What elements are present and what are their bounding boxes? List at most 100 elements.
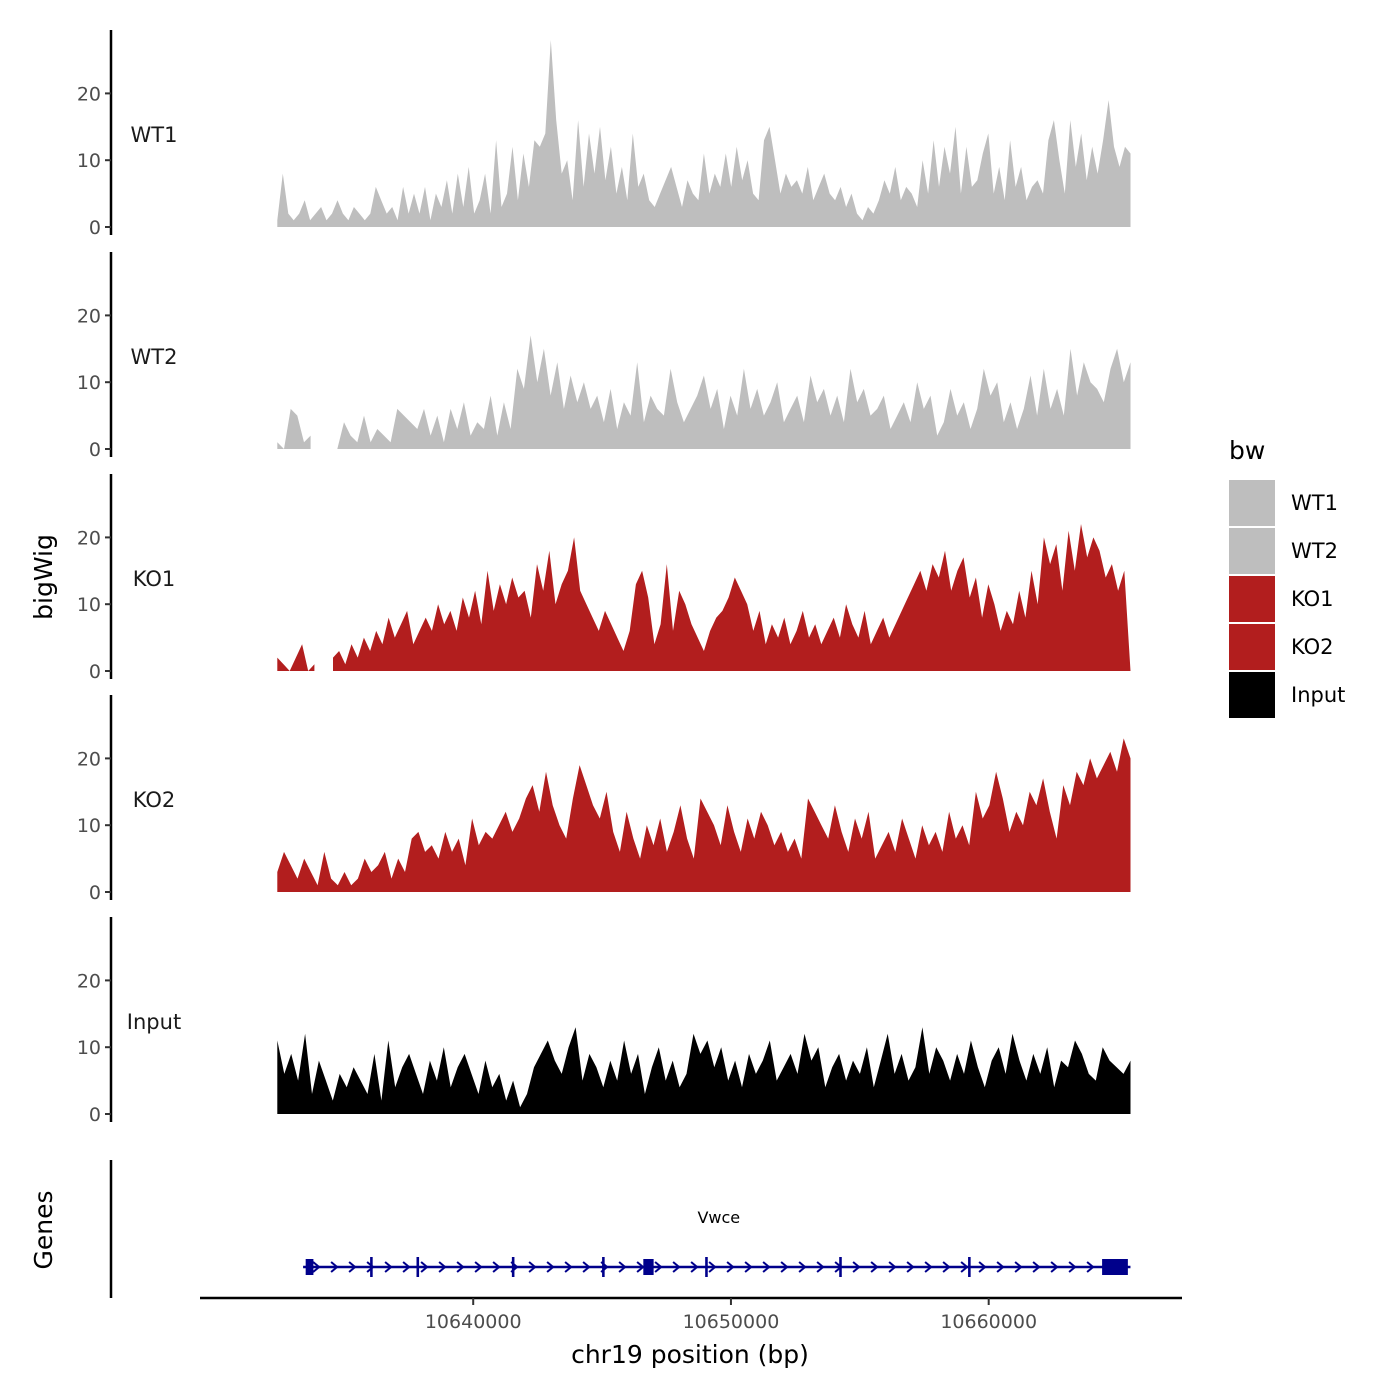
exon-block (1102, 1259, 1128, 1275)
y-tick-label: 20 (77, 83, 101, 105)
strand-arrow (402, 1261, 411, 1273)
y-axis-title: bigWig (29, 534, 58, 620)
strand-arrow (852, 1261, 861, 1273)
y-tick-label: 0 (89, 1104, 101, 1126)
strand-arrow (330, 1261, 339, 1273)
y-tick-label: 20 (77, 305, 101, 327)
strand-arrow (780, 1261, 789, 1273)
strand-arrow (1014, 1261, 1023, 1273)
strand-arrow (456, 1261, 465, 1273)
exon-block (416, 1257, 420, 1277)
legend-title: bw (1229, 436, 1265, 465)
legend-swatch-ko2 (1229, 624, 1275, 670)
x-axis: 10640000 10650000 10660000 (200, 1296, 1182, 1333)
strand-arrow (978, 1261, 987, 1273)
track-panel-input: 0 10 20 Input (77, 917, 1131, 1126)
y-tick-label: 0 (89, 661, 101, 683)
y-tick-label: 0 (89, 439, 101, 461)
strand-arrow (924, 1261, 933, 1273)
legend-swatch-wt2 (1229, 528, 1275, 574)
strand-arrow (384, 1261, 393, 1273)
exon-block (305, 1259, 314, 1275)
y-tick-label: 10 (77, 594, 101, 616)
strand-arrow (1032, 1261, 1041, 1273)
exon-block (643, 1259, 654, 1275)
strand-arrow (312, 1261, 321, 1273)
y-tick-label: 20 (77, 970, 101, 992)
legend-label-wt1: WT1 (1291, 491, 1338, 515)
track-label: KO1 (133, 567, 176, 591)
legend-label-ko2: KO2 (1291, 635, 1334, 659)
y-tick-label: 20 (77, 748, 101, 770)
legend-swatch-wt1 (1229, 480, 1275, 526)
y-tick-label: 10 (77, 150, 101, 172)
y-tick-label: 10 (77, 372, 101, 394)
x-tick-label: 10660000 (940, 1311, 1037, 1333)
y-tick-label: 20 (77, 527, 101, 549)
strand-arrow (672, 1261, 681, 1273)
strand-arrow (618, 1261, 627, 1273)
strand-arrow (1050, 1261, 1059, 1273)
exon-block (705, 1257, 708, 1277)
strand-arrow (474, 1261, 483, 1273)
strand-arrow (870, 1261, 879, 1273)
strand-arrow (726, 1261, 735, 1273)
strand-arrow (348, 1261, 357, 1273)
x-tick-label: 10640000 (425, 1311, 522, 1333)
x-tick-label: 10650000 (683, 1311, 780, 1333)
legend-swatch-input (1229, 672, 1275, 718)
strand-arrow (564, 1261, 573, 1273)
strand-arrow (762, 1261, 771, 1273)
strand-arrow (996, 1261, 1005, 1273)
strand-arrow (960, 1261, 969, 1273)
track-label: WT1 (131, 123, 178, 147)
strand-arrow (1068, 1261, 1077, 1273)
strand-arrow (582, 1261, 591, 1273)
legend-label-input: Input (1291, 683, 1345, 707)
track-label: Input (127, 1010, 181, 1034)
signal-area-ko1 (333, 524, 1131, 671)
gene-name-label: Vwce (697, 1208, 740, 1227)
strand-arrow (636, 1261, 645, 1273)
exon-block (370, 1257, 373, 1277)
strand-arrow (690, 1261, 699, 1273)
strand-arrow (366, 1261, 375, 1273)
exon-block (839, 1257, 842, 1277)
strand-arrow (438, 1261, 447, 1273)
legend: bw WT1 WT2 KO1 KO2 Input (1229, 436, 1345, 718)
y-tick-label: 0 (89, 882, 101, 904)
strand-arrow (942, 1261, 951, 1273)
gene-panel: Vwce (109, 1160, 1131, 1298)
signal-area-wt1 (277, 40, 1131, 227)
signal-area-wt2 (277, 408, 311, 449)
legend-label-ko1: KO1 (1291, 587, 1334, 611)
track-panel-ko2: 0 10 20 KO2 (77, 695, 1131, 904)
exon-block (602, 1257, 605, 1277)
strand-arrow (906, 1261, 915, 1273)
strand-arrow (888, 1261, 897, 1273)
track-panel-wt1: 0 10 20 WT1 (77, 30, 1131, 239)
strand-arrow (528, 1261, 537, 1273)
signal-area-ko2 (277, 738, 1131, 892)
x-axis-title: chr19 position (bp) (571, 1340, 809, 1369)
strand-arrow (1086, 1261, 1095, 1273)
legend-swatch-ko1 (1229, 576, 1275, 622)
y-tick-label: 10 (77, 815, 101, 837)
strand-arrow (744, 1261, 753, 1273)
strand-arrow (492, 1261, 501, 1273)
y-tick-label: 10 (77, 1037, 101, 1059)
track-label: KO2 (133, 788, 176, 812)
strand-arrow (654, 1261, 663, 1273)
track-panels: 0 10 20 WT1 0 10 20 WT2 0 10 20 KO1 0 10 20 KO2 0 10 20 Inp… (77, 30, 1131, 1126)
signal-area-wt2 (337, 335, 1131, 449)
strand-arrow (798, 1261, 807, 1273)
genes-axis-title: Genes (29, 1190, 58, 1269)
strand-arrow (816, 1261, 825, 1273)
track-label: WT2 (131, 345, 178, 369)
track-panel-ko1: 0 10 20 KO1 (77, 474, 1131, 683)
exon-block (511, 1257, 515, 1277)
signal-area-ko1 (277, 644, 315, 671)
exon-block (968, 1257, 971, 1277)
strand-arrow (546, 1261, 555, 1273)
